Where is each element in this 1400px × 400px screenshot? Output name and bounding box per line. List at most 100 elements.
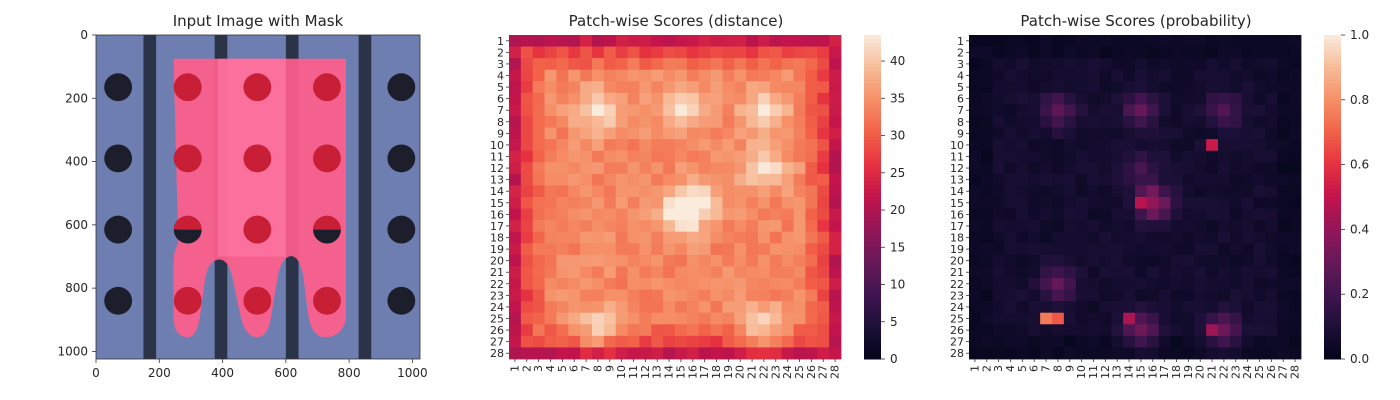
heatmap-cell: [1063, 58, 1077, 71]
heatmap-cell: [1277, 139, 1290, 152]
heatmap-cell: [992, 301, 1005, 314]
heatmap-cell: [603, 46, 617, 59]
heatmap-cell: [829, 116, 842, 128]
heatmap-cell: [556, 312, 569, 325]
heatmap-cell: [698, 324, 711, 337]
heatmap-cell: [1111, 254, 1124, 267]
heatmap-cell: [980, 231, 994, 244]
heatmap-cell: [1206, 254, 1219, 267]
heatmap-cell: [746, 197, 759, 209]
heatmap-cell: [1253, 185, 1266, 198]
heatmap-cell: [722, 312, 735, 325]
heatmap-cell: [1182, 173, 1195, 186]
heatmap-cell: [1135, 46, 1148, 59]
colorbar-segment: [1324, 59, 1341, 64]
heatmap-cell: [1052, 254, 1065, 267]
heatmap-cell: [980, 266, 994, 279]
heatmap-cell: [1111, 289, 1124, 302]
heatmap-cell: [1158, 173, 1171, 186]
masked-hole: [313, 286, 341, 315]
masked-hole: [173, 144, 202, 173]
heatmap-cell: [1253, 127, 1266, 140]
heatmap-cell: [639, 243, 652, 256]
col-tick-label: 13: [1111, 365, 1124, 379]
heatmap-cell: [1218, 220, 1231, 233]
heatmap-cell: [1241, 127, 1254, 140]
heatmap-cell: [603, 266, 617, 279]
heatmap-cell: [1277, 46, 1290, 59]
colorbar-segment: [864, 136, 881, 141]
heatmap-cell: [615, 208, 628, 221]
heatmap-cell: [1277, 35, 1290, 47]
colorbar-segment: [864, 229, 881, 234]
heatmap-cell: [1028, 58, 1041, 71]
heatmap-cell: [1135, 301, 1148, 314]
colorbar-segment: [864, 99, 881, 105]
col-tick-label: 12: [639, 365, 652, 379]
heatmap-cell: [532, 104, 545, 117]
colorbar-segment: [1324, 172, 1341, 178]
heatmap-cell: [980, 208, 994, 221]
heatmap-cell: [817, 92, 830, 105]
heatmap-cell: [1040, 324, 1053, 337]
heatmap-cell: [746, 139, 759, 152]
heatmap-cell: [580, 312, 593, 325]
heatmap-cell: [758, 301, 771, 314]
heatmap-cell: [544, 278, 557, 290]
heatmap-cell: [1040, 301, 1053, 314]
heatmap-cell: [1052, 116, 1065, 128]
heatmap-cell: [1028, 92, 1041, 105]
heatmap-cell: [1004, 127, 1017, 140]
heatmap-cell: [758, 69, 771, 82]
heatmap-cell: [992, 220, 1005, 233]
heatmap-cell: [1146, 220, 1160, 233]
heatmap-cell: [1075, 243, 1088, 256]
heatmap-cell: [544, 69, 557, 82]
colorbar-segment: [864, 148, 881, 153]
heatmap-cell: [1135, 324, 1148, 337]
heatmap-cell: [769, 289, 783, 302]
colorbar-segment: [1324, 103, 1341, 109]
heatmap-cell: [675, 69, 688, 82]
colorbar-segment: [864, 213, 881, 218]
heatmap-cell: [663, 139, 676, 152]
heatmap-cell: [1170, 92, 1183, 105]
heatmap-cell: [710, 150, 723, 163]
heatmap-cell: [1004, 254, 1017, 267]
heatmap-cell: [663, 81, 676, 94]
heatmap-cell: [1004, 220, 1017, 233]
heatmap-cell: [769, 139, 783, 152]
colorbar-segment: [864, 111, 881, 117]
heatmap-cell: [1087, 173, 1100, 186]
colorbar-segment: [1324, 314, 1341, 319]
heatmap-cell: [1229, 69, 1243, 82]
heatmap-cell: [1075, 139, 1088, 152]
heatmap-cell: [663, 46, 676, 59]
heatmap-cell: [1289, 289, 1302, 302]
colorbar-segment: [864, 294, 881, 299]
heatmap-cell: [1028, 254, 1041, 267]
heatmap-cell: [1182, 301, 1195, 314]
heatmap-cell: [1158, 150, 1171, 163]
heatmap-cell: [520, 243, 534, 256]
heatmap-cell: [1206, 289, 1219, 302]
colorbar-segment: [1324, 55, 1341, 60]
heatmap-cell: [969, 92, 982, 105]
heatmap-cell: [1052, 92, 1065, 105]
heatmap-cell: [1004, 116, 1017, 128]
heatmap-cell: [1218, 347, 1231, 360]
col-tick-label: 11: [627, 365, 640, 379]
heatmap-cell: [1099, 162, 1112, 175]
heatmap-cell: [520, 35, 534, 47]
colorbar-segment: [864, 39, 881, 44]
heatmap-cell: [663, 150, 676, 163]
heatmap-cell: [758, 150, 771, 163]
heatmap-cell: [639, 197, 652, 209]
panel1-title: Input Image with Mask: [173, 12, 344, 30]
row-tick-label: 19: [950, 243, 964, 256]
heatmap-cell: [1265, 243, 1278, 256]
heatmap-cell: [1016, 347, 1029, 360]
heatmap-cell: [544, 220, 557, 233]
heatmap-cell: [1099, 324, 1112, 337]
heatmap-cell: [1289, 254, 1302, 267]
